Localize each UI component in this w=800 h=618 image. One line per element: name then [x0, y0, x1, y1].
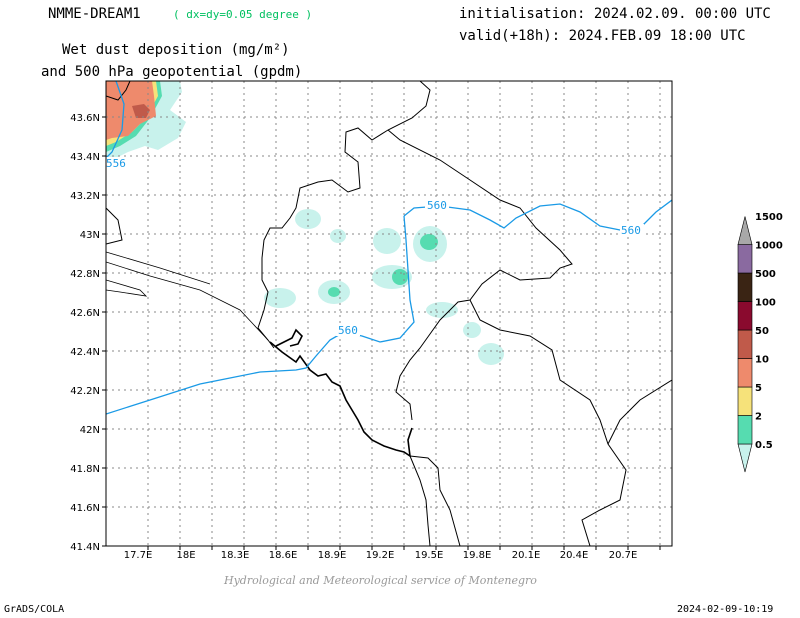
variable-title-line2: and 500 hPa geopotential (gpdm): [41, 64, 303, 80]
colorbar-segment: [737, 329, 753, 359]
colorbar-label: 500: [755, 269, 776, 280]
plot-frame: [105, 80, 673, 547]
colorbar-segment: [737, 415, 753, 445]
lat-tick-label: 43N: [80, 230, 100, 241]
dust-patch: [330, 229, 346, 243]
valid-time: valid(+18h): 2024.FEB.09 18:00 UTC: [459, 28, 746, 44]
country-borders: [106, 81, 672, 546]
lon-tick-label: 18E: [176, 550, 195, 561]
footer-software: GrADS/COLA: [4, 604, 65, 615]
lat-tick-label: 41.6N: [70, 503, 100, 514]
colorbar-segment: [737, 272, 753, 302]
lon-tick-label: 20.4E: [560, 550, 589, 561]
colorbar-label: 0.5: [755, 440, 773, 451]
colorbar-label: 50: [755, 326, 769, 337]
map-plot-area: 556 560 560 560: [106, 81, 672, 546]
lat-tick-label: 42.2N: [70, 386, 100, 397]
colorbar: 0.5 2 5 10 50 100 500 1000 1500: [737, 212, 783, 473]
colorbar-segment: [737, 244, 753, 274]
lat-tick-labels: 43.6N 43.4N 43.2N 43N 42.8N 42.6N 42.4N …: [70, 113, 100, 553]
dust-patch: [264, 288, 296, 308]
model-title: NMME-DREAM1: [48, 6, 141, 22]
lat-tick-label: 41.8N: [70, 464, 100, 475]
lon-tick-label: 19.2E: [366, 550, 395, 561]
contour-556: [106, 81, 125, 159]
lon-tick-label: 18.6E: [269, 550, 298, 561]
lon-tick-labels: 17.7E 18E 18.3E 18.6E 18.9E 19.2E 19.5E …: [124, 550, 638, 561]
lon-tick-label: 17.7E: [124, 550, 153, 561]
lon-tick-label: 18.9E: [318, 550, 347, 561]
graticule: [106, 81, 672, 546]
colorbar-label: 2: [755, 412, 762, 423]
contour-labels: 556 560 560 560: [106, 157, 644, 337]
contour-label: 560: [427, 199, 447, 212]
footer-timestamp: 2024-02-09-10:19: [677, 604, 774, 615]
lat-tick-label: 41.4N: [70, 542, 100, 553]
lat-tick-label: 42.8N: [70, 269, 100, 280]
contour-label: 560: [621, 224, 641, 237]
dust-patch: [478, 343, 504, 365]
dust-patch: [328, 287, 340, 297]
credit-line: Hydrological and Meteorological service …: [224, 574, 537, 587]
lon-tick-label: 19.5E: [415, 550, 444, 561]
lon-tick-label: 20.1E: [512, 550, 541, 561]
colorbar-segment: [737, 301, 753, 331]
island-lines: [106, 251, 269, 341]
colorbar-label: 1000: [755, 241, 783, 252]
lon-tick-label: 19.8E: [463, 550, 492, 561]
dust-patch: [463, 322, 481, 338]
dust-patch-nw-10: [106, 81, 156, 140]
lat-tick-label: 42.4N: [70, 347, 100, 358]
lat-tick-label: 43.6N: [70, 113, 100, 124]
colorbar-label: 5: [755, 383, 762, 394]
coastline: [269, 328, 413, 458]
colorbar-label: 10: [755, 355, 769, 366]
dust-patch: [373, 228, 401, 254]
init-time: initialisation: 2024.02.09. 00:00 UTC: [459, 6, 771, 22]
colorbar-segment: [737, 216, 753, 245]
tick-marks: [102, 116, 661, 550]
contour-label: 560: [338, 324, 358, 337]
lat-tick-label: 42.6N: [70, 308, 100, 319]
contour-label: 556: [106, 157, 126, 170]
resolution-note: ( dx=dy=0.05 degree ): [173, 8, 313, 21]
dust-patch-nw-50: [132, 104, 150, 118]
variable-title-line1: Wet dust deposition (mg/m²): [62, 42, 290, 58]
dust-patch: [420, 234, 438, 250]
dust-patch: [392, 269, 408, 285]
lat-tick-label: 43.4N: [70, 152, 100, 163]
lat-tick-label: 42N: [80, 425, 100, 436]
lat-tick-label: 43.2N: [70, 191, 100, 202]
lon-tick-label: 20.7E: [609, 550, 638, 561]
colorbar-label: 1500: [755, 212, 783, 223]
colorbar-segment: [737, 386, 753, 416]
lon-tick-label: 18.3E: [221, 550, 250, 561]
colorbar-segment: [737, 443, 753, 473]
dust-patch: [426, 302, 458, 318]
colorbar-label: 100: [755, 298, 776, 309]
colorbar-segment: [737, 358, 753, 388]
